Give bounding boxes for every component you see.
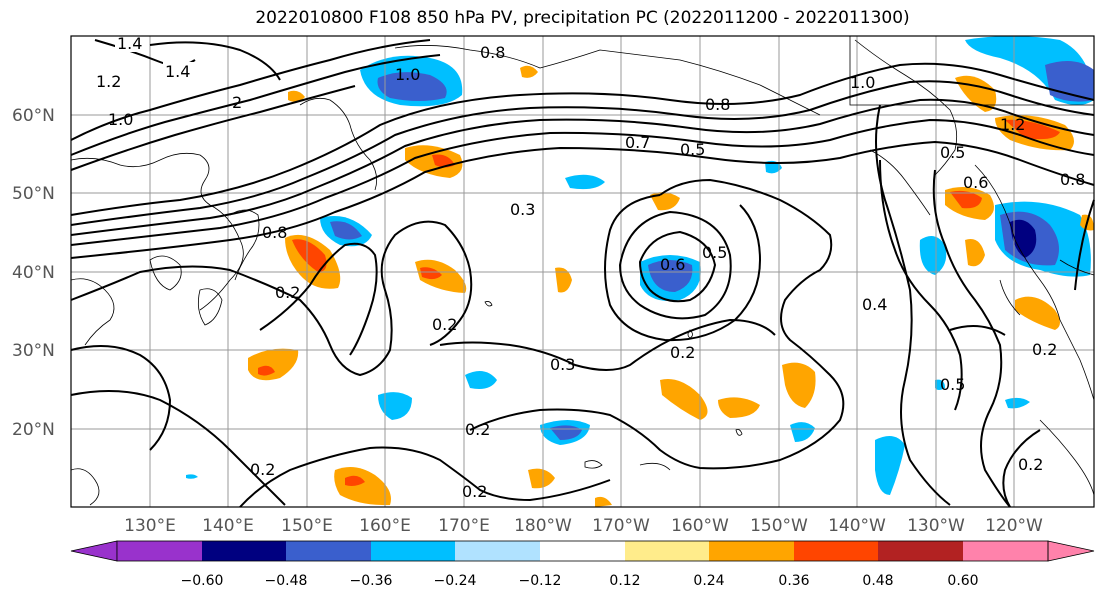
contour-label: 0.8: [262, 223, 287, 242]
colorbar-tick: −0.48: [265, 573, 308, 589]
colorbar-tick: 0.48: [862, 573, 893, 589]
lon-label: 150°W: [750, 516, 808, 536]
contour-label: 2: [232, 93, 242, 112]
colorbar-tick: 0.60: [947, 573, 978, 589]
colorbar-bin: [625, 541, 709, 561]
contour-label: 1.4: [117, 34, 142, 53]
colorbar-bin: [709, 541, 794, 561]
longitude-axis: 130°E 140°E 150°E 160°E 170°E 180°W 170°…: [124, 516, 1043, 536]
colorbar: −0.60 −0.48 −0.36 −0.24 −0.12 0.12 0.24 …: [70, 540, 1095, 589]
colorbar-bin: [117, 541, 202, 561]
contour-label: 1.0: [108, 110, 133, 129]
contour-label: 0.5: [940, 143, 965, 162]
contour-label: 0.2: [670, 343, 695, 362]
colorbar-extend-high: [1047, 540, 1095, 562]
lat-label-60n: 60°N: [12, 106, 55, 126]
colorbar-bin: [202, 541, 286, 561]
map-title: 2022010800 F108 850 hPa PV, precipitatio…: [255, 8, 910, 28]
lat-label-50n: 50°N: [12, 184, 55, 204]
colorbar-bin: [540, 541, 625, 561]
lon-label: 130°E: [124, 516, 176, 536]
contour-label: 1.0: [850, 73, 875, 92]
lon-label: 180°W: [514, 516, 572, 536]
lon-label: 150°E: [281, 516, 333, 536]
contour-label: 1.4: [165, 62, 190, 81]
colorbar-bin: [371, 541, 455, 561]
colorbar-tick: −0.60: [181, 573, 224, 589]
contour-label: 0.6: [660, 255, 685, 274]
contour-label: 0.8: [480, 43, 505, 62]
colorbar-extend-low: [70, 540, 118, 562]
contour-label: 0.3: [510, 200, 535, 219]
contour-label: 0.2: [1032, 340, 1057, 359]
map-border: [70, 35, 1095, 508]
colorbar-tick: 0.36: [778, 573, 809, 589]
latitude-axis: 60°N 50°N 40°N 30°N 20°N: [12, 106, 55, 440]
precipitation-shading: [186, 36, 1094, 507]
contour-label: 0.4: [862, 295, 887, 314]
contour-label: 1.2: [96, 72, 121, 91]
contour-labels: 1.4 1.2 1.4 1.0 0.8 1.0 2 0.7 0.5 0.8 1.…: [94, 34, 1085, 501]
contour-label: 0.7: [625, 133, 650, 152]
lon-label: 160°W: [671, 516, 729, 536]
lon-label: 170°E: [438, 516, 490, 536]
contour-label: 0.5: [940, 375, 965, 394]
colorbar-bin: [286, 541, 371, 561]
contour-label: 0.5: [702, 243, 727, 262]
lon-label: 170°W: [592, 516, 650, 536]
lon-label: 130°W: [907, 516, 965, 536]
contour-label: 1.0: [395, 65, 420, 84]
colorbar-bin: [794, 541, 878, 561]
colorbar-tick: −0.36: [350, 573, 393, 589]
pv-contours: [70, 39, 1095, 508]
coastlines: [70, 36, 1095, 506]
contour-label: 0.2: [275, 283, 300, 302]
lon-label: 140°E: [202, 516, 254, 536]
contour-label: 0.2: [462, 482, 487, 501]
contour-label: 0.8: [1060, 170, 1085, 189]
colorbar-bin: [963, 541, 1048, 561]
contour-label: 0.3: [550, 355, 575, 374]
colorbar-bin: [455, 541, 540, 561]
lon-label: 120°W: [985, 516, 1043, 536]
lat-label-40n: 40°N: [12, 263, 55, 283]
lat-label-30n: 30°N: [12, 341, 55, 361]
contour-label: 0.2: [250, 460, 275, 479]
colorbar-bin: [878, 541, 963, 561]
contour-label: 0.5: [680, 140, 705, 159]
colorbar-tick: −0.12: [519, 573, 562, 589]
contour-label: 0.2: [1018, 455, 1043, 474]
colorbar-tick: −0.24: [434, 573, 477, 589]
lon-label: 140°W: [828, 516, 886, 536]
colorbar-tick: 0.24: [693, 573, 724, 589]
colorbar-outline: [116, 540, 1049, 562]
colorbar-tick: 0.12: [609, 573, 640, 589]
contour-label: 0.6: [963, 173, 988, 192]
lon-label: 160°E: [359, 516, 411, 536]
contour-label: 0.2: [465, 420, 490, 439]
contour-label: 0.2: [432, 315, 457, 334]
contour-label: 1.2: [1000, 115, 1025, 134]
contour-label: 0.8: [705, 95, 730, 114]
lat-label-20n: 20°N: [12, 420, 55, 440]
